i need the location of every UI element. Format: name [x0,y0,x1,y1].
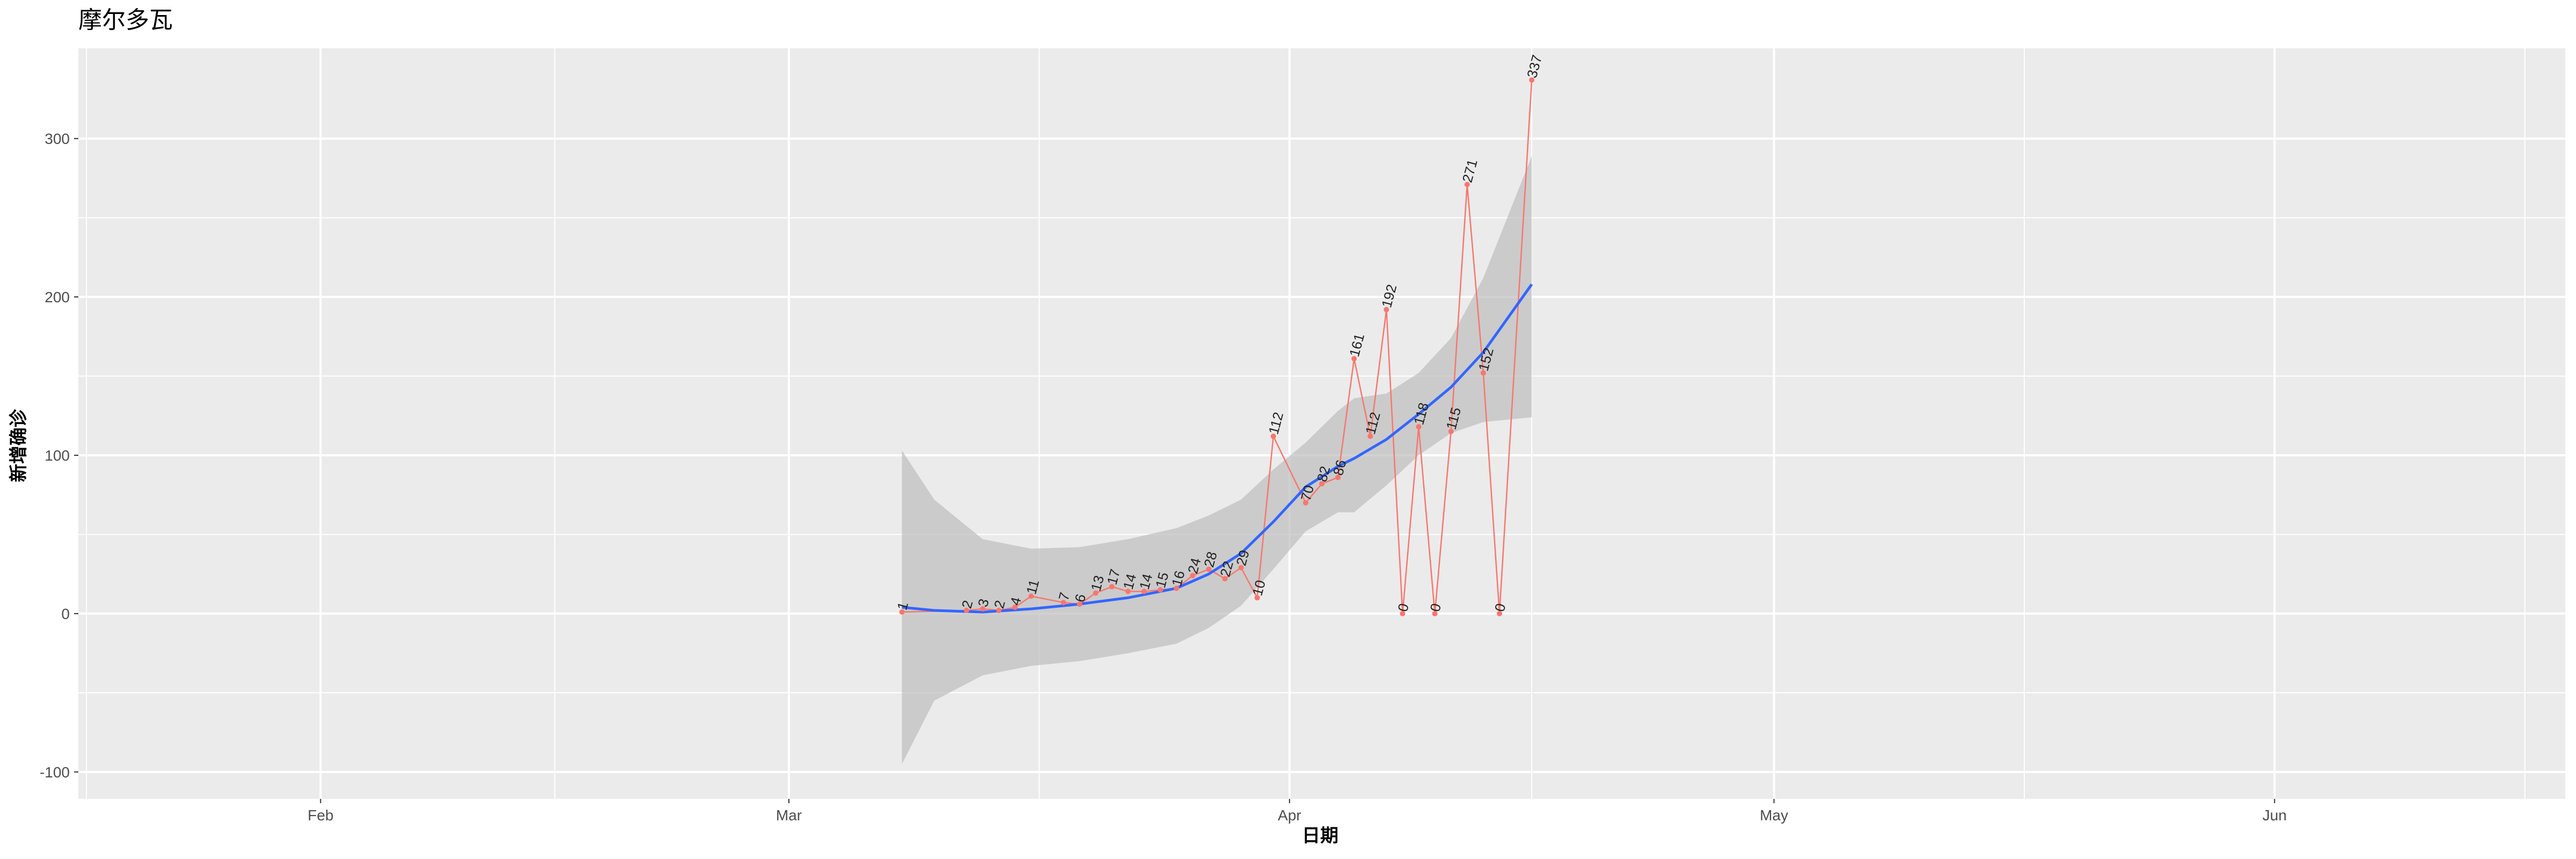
smooth-trend-line [902,283,1533,614]
data-point [899,609,905,615]
data-point [1141,588,1147,594]
data-point [1384,307,1389,312]
data-point [1174,585,1180,591]
data-point [996,608,1002,614]
x-axis-ticks: Feb Mar Apr May Jun [308,799,2287,824]
data-point [1109,584,1115,589]
data-point [1448,428,1454,434]
data-line-layer [902,79,1533,614]
y-tick-label: 300 [45,130,70,147]
data-point [1416,424,1422,430]
x-tick-label: Feb [308,807,333,824]
data-point [1158,587,1163,593]
x-tick-label: Mar [776,807,802,824]
x-tick-label: May [1760,807,1788,824]
data-point [1367,433,1373,439]
data-point [1222,576,1228,582]
data-point [1335,475,1341,481]
y-axis-title: 新增确诊 [8,409,30,482]
data-point [1480,370,1486,376]
data-point [1302,500,1308,506]
data-point [1125,588,1131,594]
data-point [1497,610,1502,616]
data-point [1028,593,1034,599]
data-point [980,606,986,612]
y-tick-label: 100 [45,447,70,464]
data-point [1432,610,1438,616]
data-point [1012,605,1018,610]
data-point [1319,481,1324,487]
data-point [1351,356,1357,362]
data-point [1077,601,1082,607]
data-point [964,608,969,614]
plot-panel [78,48,2565,799]
y-axis-ticks: -100 0 100 200 300 [40,130,78,781]
smooth-line-layer [902,283,1533,614]
data-series-line [902,79,1533,614]
data-point [1238,565,1244,571]
data-point [1270,433,1276,439]
confidence-band [902,156,1532,765]
y-tick-label: -100 [40,764,70,781]
data-point [1060,600,1066,606]
data-point [1093,590,1099,596]
y-tick-label: 0 [61,606,70,622]
data-point [1206,566,1212,572]
x-tick-label: Jun [2263,807,2287,824]
data-point-layer [899,77,1535,616]
data-point [1529,77,1535,83]
y-tick-label: 200 [45,289,70,305]
chart-title: 摩尔多瓦 [78,6,173,34]
x-axis-title: 日期 [1302,825,1338,847]
confidence-band-layer [902,156,1532,765]
data-point [1464,181,1470,187]
data-point [1400,610,1406,616]
data-point [1190,573,1196,579]
x-tick-label: Apr [1278,807,1301,824]
minor-gridlines [78,48,2565,799]
data-point [1254,595,1260,601]
